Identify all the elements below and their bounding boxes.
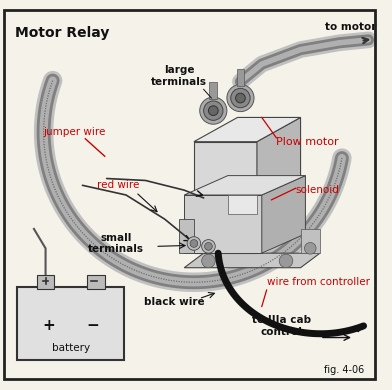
Text: to IIIa cab
control: to IIIa cab control [252,315,311,337]
Bar [209,82,217,99]
Polygon shape [180,219,194,253]
Circle shape [205,243,212,250]
Polygon shape [194,117,301,142]
Circle shape [190,239,198,247]
Polygon shape [184,253,320,268]
Text: Plow motor: Plow motor [276,136,339,147]
Bar [37,275,54,289]
Text: solenoid: solenoid [296,185,339,195]
Polygon shape [257,117,301,253]
Bar [87,275,105,289]
Circle shape [236,93,245,103]
Circle shape [227,85,254,112]
Polygon shape [184,195,262,253]
Text: +: + [42,318,55,333]
Text: wire from controller: wire from controller [267,277,370,287]
Text: fig. 4-06: fig. 4-06 [324,365,364,374]
Text: battery: battery [52,343,90,353]
Polygon shape [194,142,257,253]
Circle shape [201,239,215,253]
Polygon shape [184,176,305,195]
Circle shape [200,97,227,124]
Text: Motor Relay: Motor Relay [15,26,109,40]
Circle shape [231,89,250,108]
Text: small
terminals: small terminals [88,233,144,254]
Text: −: − [87,318,100,333]
Circle shape [187,237,201,250]
Circle shape [201,254,215,268]
Bar [237,69,244,87]
Polygon shape [228,195,257,215]
Text: large
terminals: large terminals [151,65,207,87]
Text: black wire: black wire [144,297,205,307]
Polygon shape [262,176,305,253]
Circle shape [305,243,316,254]
Text: to motor: to motor [325,22,376,32]
Text: red wire: red wire [97,180,139,190]
Bar [301,229,320,253]
Text: jumper wire: jumper wire [44,127,106,137]
Circle shape [279,254,293,268]
Circle shape [203,101,223,121]
Bar [18,287,124,360]
Circle shape [209,106,218,115]
